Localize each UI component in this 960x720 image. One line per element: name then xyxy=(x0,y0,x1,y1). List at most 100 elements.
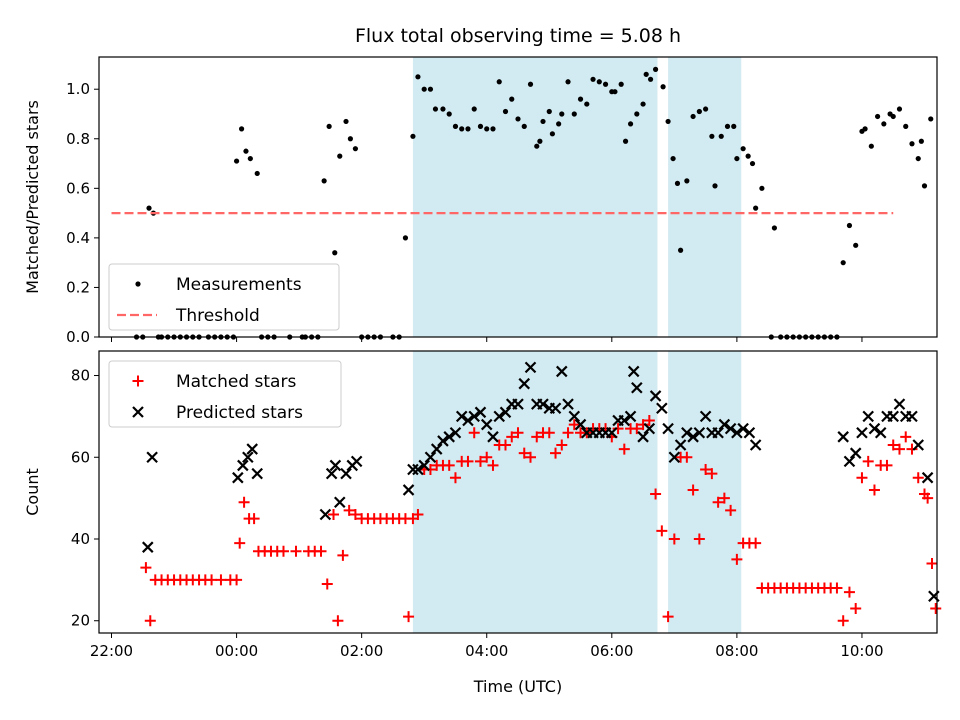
measurement-point xyxy=(647,76,654,82)
matched-star-point xyxy=(868,484,880,496)
predicted-star-point xyxy=(251,467,263,480)
matched-star-point xyxy=(543,427,555,439)
legend-box xyxy=(108,360,342,428)
matched-star-point xyxy=(349,508,361,520)
measurement-point xyxy=(521,123,527,129)
predicted-star-point xyxy=(468,410,481,423)
predicted-star-point xyxy=(668,451,681,464)
matched-star-point xyxy=(512,427,524,439)
matched-star-point xyxy=(506,431,518,443)
predicted-star-point xyxy=(142,541,154,553)
y-tick-label: 60 xyxy=(71,448,90,466)
measurement-point xyxy=(347,136,353,142)
measurement-point xyxy=(484,126,490,132)
measurement-point xyxy=(321,178,327,184)
predicted-star-point xyxy=(499,406,512,419)
measurement-point xyxy=(634,111,640,117)
measurement-point xyxy=(696,108,702,115)
measurement-point xyxy=(684,178,690,184)
predicted-star-point xyxy=(455,410,468,423)
axes-frame-bottom xyxy=(98,350,938,634)
predicted-star-point xyxy=(887,410,900,423)
measurement-point xyxy=(352,146,359,152)
matched-star-point xyxy=(474,455,486,467)
legend-label: Measurements xyxy=(176,275,302,295)
measurement-point xyxy=(243,148,249,154)
predicted-star-point xyxy=(749,439,762,451)
predicted-star-point xyxy=(687,431,699,443)
measurement-point xyxy=(527,81,534,87)
matched-star-point xyxy=(337,549,349,561)
x-tick-label: 08:00 xyxy=(715,642,758,660)
predicted-star-point xyxy=(402,484,415,496)
predicted-star-point xyxy=(443,431,455,443)
matched-star-point xyxy=(643,414,655,426)
y-axis-label-bottom: Count xyxy=(23,468,42,516)
legend-swatch-predicted xyxy=(132,406,144,418)
predicted-star-point xyxy=(524,361,537,374)
measurement-point xyxy=(534,143,540,149)
panel-bottom: 22:00 00:00 02:00 04:00 06:00 08:00 10:00 20 40 6… xyxy=(23,350,942,660)
matched-star-point xyxy=(693,533,705,545)
measurement-point xyxy=(759,185,765,191)
matched-star-point xyxy=(618,443,630,455)
measurement-point xyxy=(652,66,659,72)
predicted-star-point xyxy=(662,422,674,435)
predicted-star-point xyxy=(407,463,419,476)
legend-label: Threshold xyxy=(175,306,260,326)
matched-star-point xyxy=(277,545,289,557)
predicted-star-point xyxy=(618,414,631,427)
matched-star-point xyxy=(843,586,855,598)
matched-star-point xyxy=(750,537,762,549)
measurement-point xyxy=(590,76,596,82)
legend-top: Measurements Threshold xyxy=(108,263,340,331)
shaded-region-bottom-0 xyxy=(412,351,658,633)
measurement-point xyxy=(868,143,874,149)
predicted-star-point xyxy=(418,459,430,472)
predicted-star-point xyxy=(893,398,906,410)
legend-label: Matched stars xyxy=(176,372,296,392)
measurement-point xyxy=(254,170,260,177)
x-tick-label: 00:00 xyxy=(215,642,258,660)
measurement-point xyxy=(753,205,759,211)
predicted-star-point xyxy=(329,459,342,472)
predicted-star-point xyxy=(480,418,493,431)
measurement-point xyxy=(881,121,887,127)
measurement-point xyxy=(718,133,724,139)
predicted-star-point xyxy=(512,398,524,410)
legend-swatch-matched xyxy=(132,375,144,387)
matched-star-point xyxy=(248,513,260,525)
matched-star-point xyxy=(631,423,643,435)
matched-star-point xyxy=(831,582,843,594)
predicted-star-point xyxy=(693,426,706,439)
matched-star-point xyxy=(481,451,493,463)
measurement-point xyxy=(432,106,439,112)
matched-star-point xyxy=(525,451,537,463)
predicted-star-point xyxy=(493,410,506,423)
predicted-star-point xyxy=(319,508,332,521)
predicted-star-point xyxy=(474,406,487,419)
measurement-point xyxy=(502,108,509,115)
measurement-point xyxy=(602,81,609,87)
predicted-star-point xyxy=(712,426,724,439)
matched-star-point xyxy=(231,574,243,586)
measurement-point xyxy=(509,96,515,102)
axes-frame-top xyxy=(98,56,938,338)
measurement-point xyxy=(490,126,496,132)
matched-star-point xyxy=(140,562,152,574)
measurement-point xyxy=(410,133,416,139)
measurement-point xyxy=(326,123,332,129)
panel-top: 0.0 0.2 0.4 0.6 0.8 1.0 Matched/Predicted star… xyxy=(23,56,938,346)
predicted-star-point xyxy=(843,455,856,468)
measurement-point xyxy=(540,118,546,125)
measurement-point xyxy=(903,123,909,129)
matched-star-point xyxy=(662,611,674,623)
measurement-point xyxy=(640,101,646,107)
measurement-point xyxy=(740,146,746,152)
measurement-point xyxy=(459,126,465,132)
matched-star-point xyxy=(144,615,156,627)
matched-star-point xyxy=(468,427,480,439)
measurement-point xyxy=(332,250,338,256)
matched-star-point xyxy=(893,443,905,455)
